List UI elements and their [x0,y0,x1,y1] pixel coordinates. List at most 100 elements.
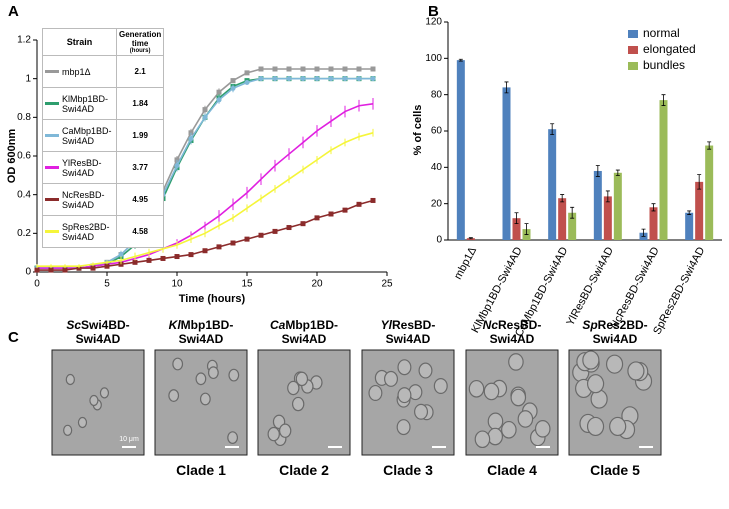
data-point [328,76,334,82]
cell [77,416,88,429]
legend-header-text: Generation time [119,30,162,48]
image-label: SpRes2BD- Swi4AD [565,318,665,346]
image-label: CaMbp1BD- Swi4AD [254,318,354,346]
bar [568,212,577,240]
cell [586,416,605,437]
legend-label: normal [643,26,680,40]
error-bar [504,81,509,94]
x-tick-label: 20 [311,279,323,290]
data-point [370,76,376,82]
cell [384,370,399,387]
cell [368,384,383,401]
data-point [370,197,376,203]
bar [593,170,602,240]
data-point [230,85,236,91]
data-point [188,136,194,142]
bar [659,100,668,240]
y-axis-title: % of cells [412,105,424,156]
legend-cell: KlMbp1BD-Swi4AD [42,87,117,120]
error-bar [570,206,575,219]
generation-time: 1.84 [115,87,165,120]
cell [501,420,517,439]
legend-row: mbp1Δ 2.1 [42,55,165,88]
cell [287,380,300,396]
cell [278,423,292,438]
legend-row: YlResBD-Swi4AD 3.77 [42,151,165,184]
data-point [216,244,222,250]
data-point [342,66,348,72]
legend-table: Strain Generation time (hours) mbp1Δ 2.1 KlMb… [42,28,165,248]
generation-time: 1.99 [115,119,165,152]
error-bar [615,169,620,176]
bar [705,145,714,240]
cell [228,368,240,382]
data-point [244,236,250,242]
data-point [62,267,68,273]
data-point [356,66,362,72]
legend-swatch [45,166,59,169]
label-construct: Swi4BD- [81,318,130,332]
data-point [300,221,306,227]
y-tick-label: 60 [431,126,443,137]
bar [548,129,557,240]
data-point [48,267,54,273]
cell [89,394,99,407]
cell [267,426,280,442]
cell [627,361,645,381]
x-tick-label: 0 [34,279,40,290]
data-point [132,259,138,265]
error-bar [651,203,656,212]
data-point [328,66,334,72]
data-point [356,76,362,82]
label-fusion: Swi4AD [178,332,224,346]
data-point [230,240,236,246]
legend-label: bundles [643,58,685,72]
cell [433,377,448,394]
generation-time: 4.95 [115,183,165,216]
legend-label: YlResBD-Swi4AD [62,157,102,178]
legend-label: CaMbp1BD-Swi4AD [62,125,112,146]
label-species: Nc [482,318,498,332]
y-tick-label: 1 [25,73,31,84]
error-bar [595,165,600,177]
cell [295,371,309,387]
label-fusion: Swi4AD [75,332,121,346]
data-point [258,76,264,82]
data-point [202,248,208,254]
legend-header-unit: (hours) [129,48,151,54]
data-point [34,267,40,273]
cell [207,366,219,380]
data-point [286,76,292,82]
cell [199,392,211,406]
image-label: ScSwi4BD- Swi4AD [48,318,148,346]
error-bar [550,123,555,136]
data-point [160,255,166,261]
data-point [202,114,208,120]
legend-swatch [45,70,59,73]
scale-label: 10 μm [119,436,139,443]
x-tick-label: YlResBD-Swi4AD [564,245,616,328]
legend-swatch [45,198,59,201]
generation-time: 3.77 [115,151,165,184]
cell [414,403,429,420]
data-point [314,66,320,72]
x-tick-label: 15 [241,279,253,290]
legend-label: SpRes2BD-Swi4AD [62,221,110,242]
label-construct: ResBD- [498,318,542,332]
cell [63,424,73,436]
data-point [272,228,278,234]
bar [456,60,465,241]
data-point [342,207,348,213]
legend-entry: NcResBD-Swi4AD [45,190,114,210]
cell [582,350,600,370]
legend-header-row: Strain Generation time (hours) [42,28,165,56]
legend-cell: SpRes2BD-Swi4AD [42,215,117,248]
cell [291,396,305,412]
legend-label: NcResBD-Swi4AD [62,189,105,210]
panel-label: C [8,329,19,346]
error-bar [560,194,565,203]
error-bar [514,212,519,225]
cell [605,354,624,374]
data-point [90,265,96,271]
